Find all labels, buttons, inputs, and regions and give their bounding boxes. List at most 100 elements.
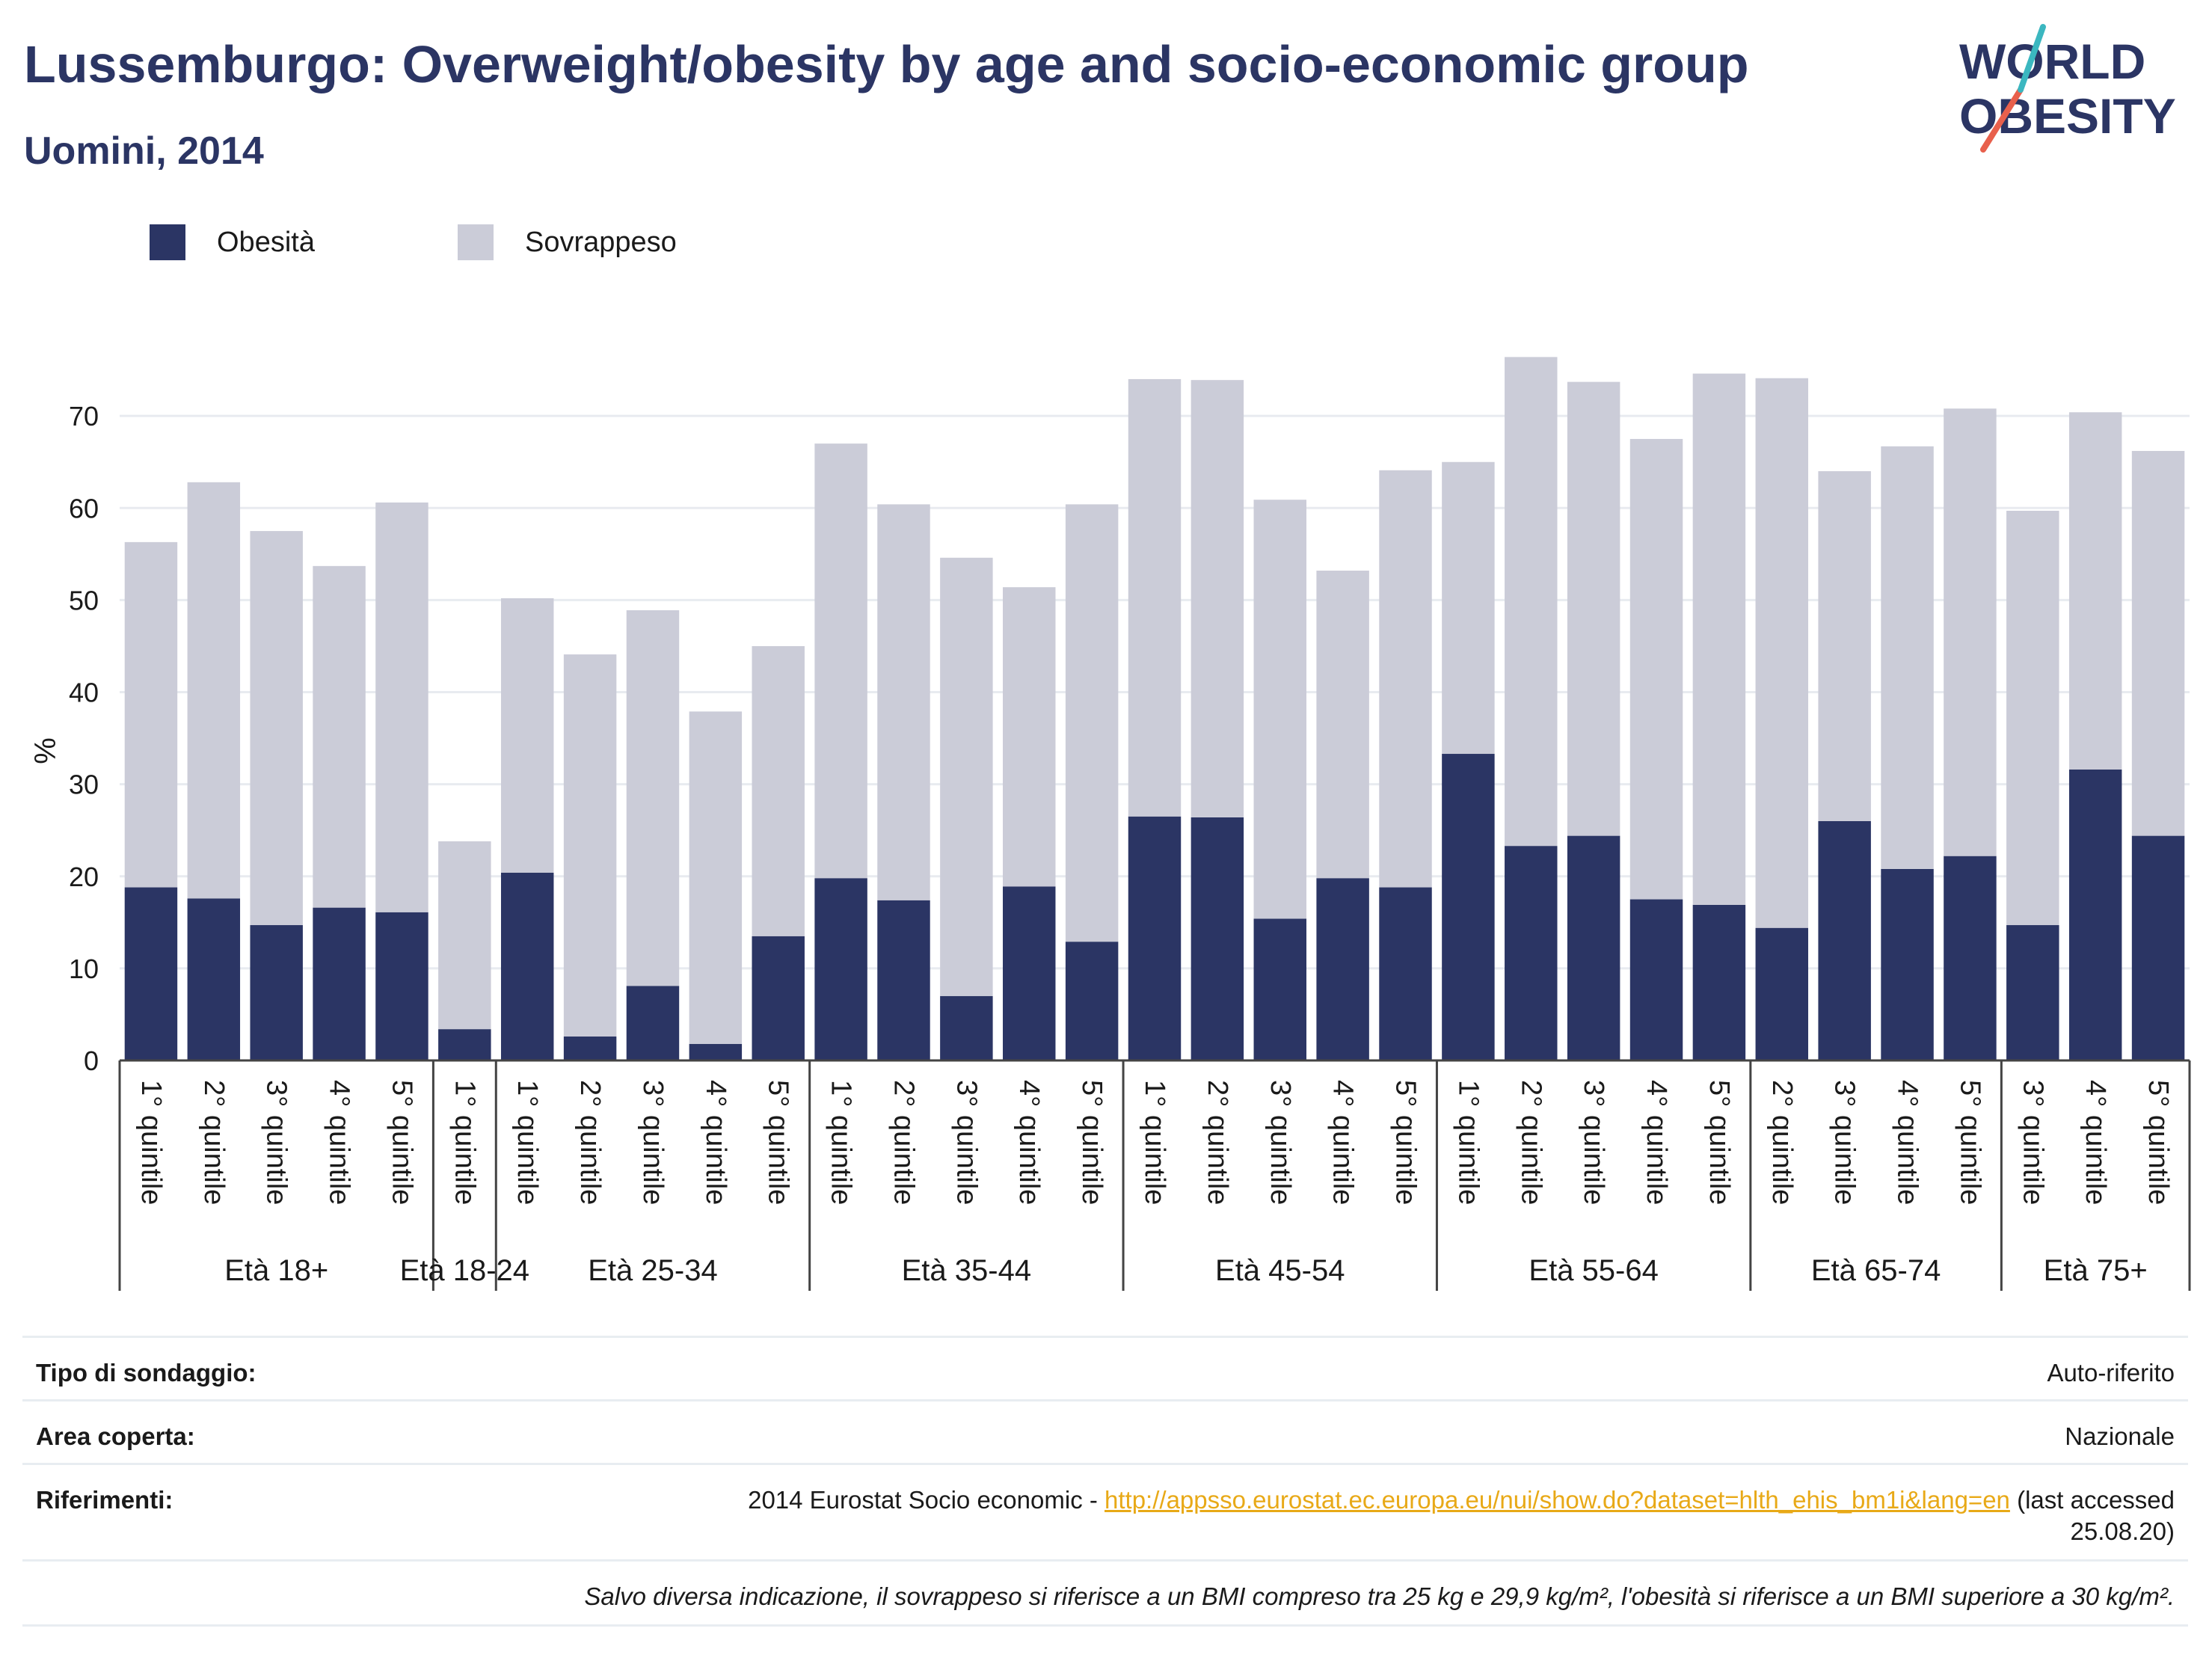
bar-obesity	[1818, 820, 1871, 1060]
legend-swatch-obesity	[150, 224, 185, 260]
x-category-label: 1° quintile	[449, 1080, 480, 1205]
logo-slash-teal	[2018, 24, 2046, 93]
y-tick-label: 30	[69, 770, 99, 800]
bar-overweight	[1191, 380, 1244, 817]
x-category-label: 3° quintile	[950, 1080, 982, 1205]
x-group-label: Età 45-54	[1215, 1254, 1345, 1287]
bar-obesity	[1316, 878, 1369, 1060]
y-tick-label: 40	[69, 678, 99, 708]
bar-obesity	[2131, 835, 2185, 1060]
x-category-label: 3° quintile	[2017, 1080, 2048, 1205]
bar-overweight	[877, 504, 930, 900]
bar-obesity	[1944, 856, 1997, 1060]
info-row-survey-type: Tipo di sondaggio: Auto-riferito	[22, 1336, 2188, 1399]
bar-obesity	[2006, 925, 2059, 1060]
legend-label-overweight: Sovrappeso	[525, 227, 677, 258]
references-link[interactable]: http://appsso.eurostat.ec.europa.eu/nui/…	[1105, 1486, 2010, 1514]
info-row-area: Area coperta: Nazionale	[22, 1399, 2188, 1463]
x-category-label: 5° quintile	[386, 1080, 417, 1205]
survey-type-label: Tipo di sondaggio:	[36, 1359, 256, 1387]
info-table: Tipo di sondaggio: Auto-riferito Area co…	[22, 1336, 2188, 1627]
bar-overweight	[2131, 450, 2185, 836]
y-tick-label: 60	[69, 493, 99, 523]
y-tick-label: 0	[84, 1045, 99, 1076]
x-category-label: 3° quintile	[637, 1080, 669, 1205]
y-tick-label: 10	[69, 954, 99, 984]
y-tick-label: 50	[69, 585, 99, 615]
bar-overweight	[1944, 408, 1997, 856]
bar-obesity	[2068, 769, 2122, 1060]
bar-overweight	[1253, 500, 1306, 919]
legend-swatch-overweight	[458, 224, 494, 260]
x-category-label: 1° quintile	[511, 1080, 543, 1205]
bar-obesity	[250, 925, 303, 1060]
bar-overweight	[1692, 373, 1746, 905]
x-category-label: 4° quintile	[324, 1080, 355, 1205]
bar-overweight	[689, 711, 743, 1044]
area-value: Nazionale	[2065, 1422, 2175, 1450]
bar-overweight	[1379, 470, 1432, 888]
x-category-label: 5° quintile	[1076, 1080, 1107, 1205]
references-value: 2014 Eurostat Socio economic - http://ap…	[748, 1484, 2175, 1547]
x-category-label: 3° quintile	[261, 1080, 292, 1205]
bar-obesity	[1191, 817, 1244, 1060]
bar-obesity	[626, 986, 680, 1060]
bar-overweight	[124, 541, 178, 888]
bar-obesity	[752, 936, 805, 1060]
page-title: Lussemburgo: Overweight/obesity by age a…	[24, 35, 1749, 93]
bar-overweight	[1065, 504, 1119, 942]
bar-overweight	[1442, 461, 1495, 755]
bar-overweight	[1316, 571, 1369, 879]
bar-overweight	[500, 598, 554, 873]
x-category-label: 3° quintile	[1829, 1080, 1861, 1205]
x-category-label: 3° quintile	[1578, 1080, 1609, 1205]
bar-overweight	[752, 645, 805, 936]
x-category-label: 4° quintile	[1641, 1080, 1672, 1205]
bar-overweight	[187, 482, 241, 899]
bar-overweight	[940, 557, 993, 996]
bmi-definition-note: Salvo diversa indicazione, il sovrappeso…	[584, 1582, 2175, 1610]
references-date: 25.08.20)	[2070, 1517, 2175, 1545]
bar-obesity	[563, 1036, 617, 1060]
bar-overweight	[1881, 446, 1934, 869]
references-prefix: 2014 Eurostat Socio economic -	[748, 1486, 1105, 1514]
bar-overweight	[626, 610, 680, 986]
x-category-label: 5° quintile	[1954, 1080, 1985, 1205]
x-category-label: 5° quintile	[2142, 1080, 2174, 1205]
logo-slash-red	[1980, 87, 2024, 153]
bar-obesity	[375, 912, 428, 1060]
x-category-label: 5° quintile	[763, 1080, 794, 1205]
bar-obesity	[689, 1043, 743, 1060]
x-group-label: Età 18+	[224, 1254, 328, 1287]
x-category-label: 3° quintile	[1265, 1080, 1296, 1205]
x-category-label: 5° quintile	[1703, 1080, 1735, 1205]
page-subtitle: Uomini, 2014	[24, 129, 264, 173]
x-category-label: 4° quintile	[2080, 1080, 2111, 1205]
bar-obesity	[1003, 886, 1056, 1060]
legend-label-obesity: Obesità	[217, 227, 315, 258]
x-category-label: 2° quintile	[1766, 1080, 1798, 1205]
bar-overweight	[1505, 357, 1558, 847]
x-group-label: Età 75+	[2044, 1254, 2148, 1287]
references-suffix: (last accessed	[2009, 1486, 2175, 1514]
bar-obesity	[500, 872, 554, 1060]
y-axis-label: %	[29, 737, 62, 764]
bar-obesity	[1629, 899, 1683, 1060]
bar-overweight	[2068, 412, 2122, 770]
y-tick-label: 20	[69, 862, 99, 892]
bar-obesity	[438, 1029, 491, 1060]
x-group-label: Età 25-34	[588, 1254, 717, 1287]
bar-obesity	[1065, 942, 1119, 1060]
x-category-label: 5° quintile	[1390, 1080, 1422, 1205]
bar-obesity	[1881, 868, 1934, 1060]
x-category-label: 1° quintile	[135, 1080, 167, 1205]
x-category-label: 2° quintile	[1202, 1080, 1233, 1205]
bar-obesity	[124, 887, 178, 1060]
info-row-references: Riferimenti: 2014 Eurostat Socio economi…	[22, 1463, 2188, 1559]
bar-chart: 0 10 20 30 40 50 60 70% 1° quintile 2° quintile 3°…	[29, 357, 2191, 1291]
bar-obesity	[1505, 846, 1558, 1060]
x-group-label: Età 18-24	[400, 1254, 529, 1287]
x-category-label: 2° quintile	[198, 1080, 230, 1205]
survey-type-value: Auto-riferito	[2047, 1359, 2175, 1387]
bar-obesity	[1128, 816, 1182, 1060]
